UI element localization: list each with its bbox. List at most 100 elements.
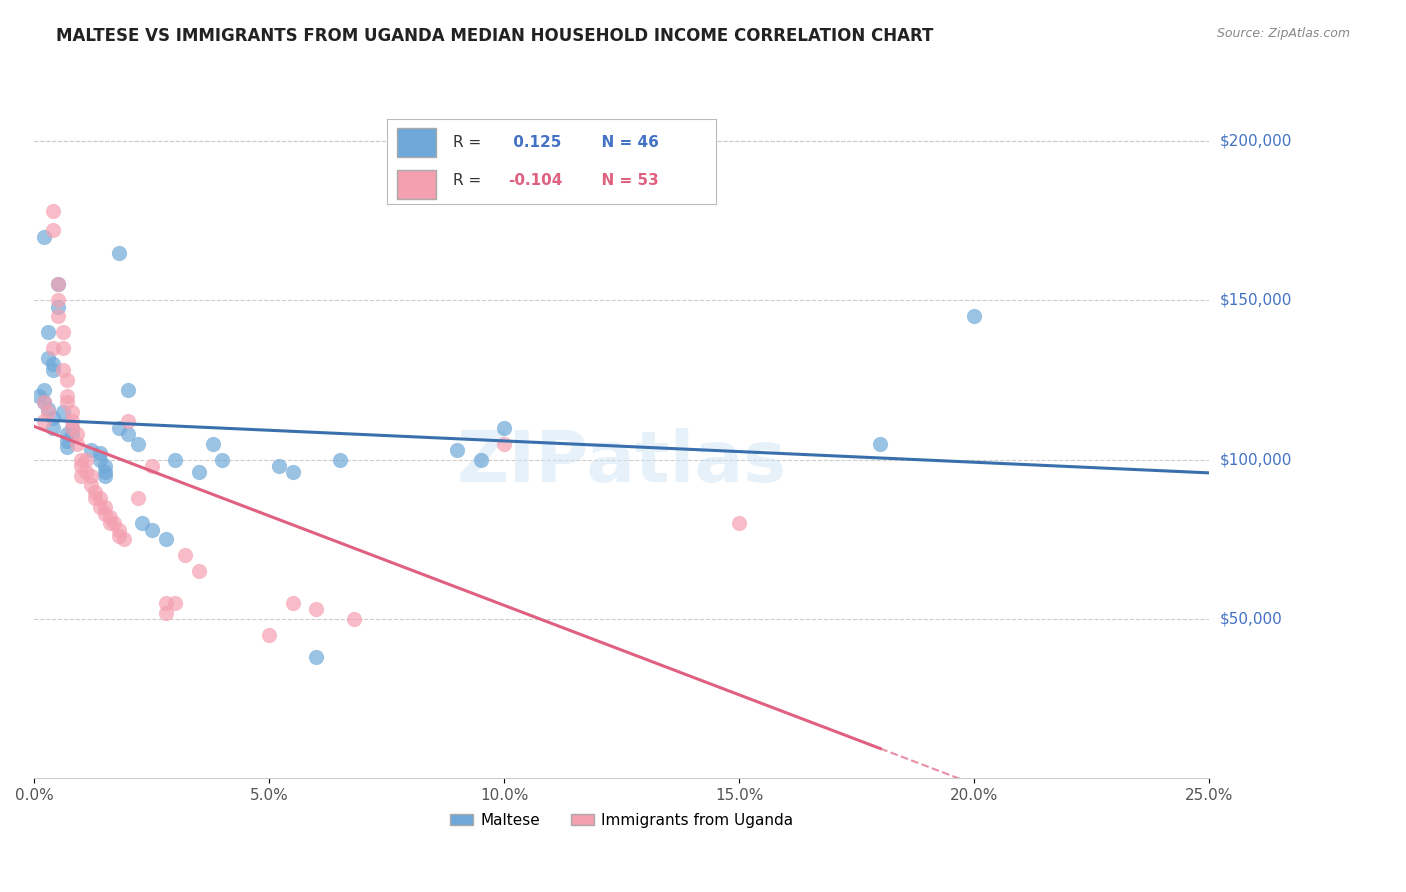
Point xyxy=(75,452,97,467)
Text: $200,000: $200,000 xyxy=(1220,134,1292,149)
Point xyxy=(103,516,125,531)
Point xyxy=(80,468,103,483)
Point xyxy=(56,373,79,387)
Point xyxy=(42,421,65,435)
Point xyxy=(94,468,117,483)
Text: Source: ZipAtlas.com: Source: ZipAtlas.com xyxy=(1216,27,1350,40)
Point xyxy=(117,414,139,428)
Point xyxy=(728,516,751,531)
Point xyxy=(84,484,107,499)
Point xyxy=(131,516,153,531)
Point xyxy=(281,466,304,480)
Point xyxy=(52,326,75,340)
Point xyxy=(80,443,103,458)
Point xyxy=(75,466,97,480)
Point xyxy=(89,452,111,467)
Point xyxy=(42,363,65,377)
Point xyxy=(32,383,55,397)
Point xyxy=(56,434,79,448)
Point xyxy=(108,529,131,543)
Point xyxy=(963,310,986,324)
Point xyxy=(94,466,117,480)
Point xyxy=(37,351,59,365)
Point xyxy=(52,405,75,419)
Point xyxy=(28,389,51,403)
Point xyxy=(94,507,117,521)
Point xyxy=(446,443,468,458)
Point xyxy=(155,596,177,610)
Point xyxy=(112,533,135,547)
Point xyxy=(127,491,149,505)
Point xyxy=(32,414,55,428)
Point xyxy=(56,389,79,403)
Point xyxy=(155,606,177,620)
Point xyxy=(94,500,117,515)
Point xyxy=(869,436,891,450)
Point xyxy=(98,510,121,524)
Point xyxy=(56,427,79,442)
Point xyxy=(165,452,187,467)
Point xyxy=(32,229,55,244)
Text: ZIPatlas: ZIPatlas xyxy=(457,428,787,498)
Point xyxy=(56,440,79,454)
Point xyxy=(98,516,121,531)
Text: $100,000: $100,000 xyxy=(1220,452,1292,467)
Point xyxy=(94,458,117,473)
Point xyxy=(187,466,209,480)
Point xyxy=(60,421,83,435)
Point xyxy=(494,436,516,450)
Point xyxy=(80,478,103,492)
Point xyxy=(66,436,89,450)
Point xyxy=(141,523,163,537)
Point xyxy=(329,452,352,467)
Point xyxy=(127,436,149,450)
Point xyxy=(42,223,65,237)
Text: MALTESE VS IMMIGRANTS FROM UGANDA MEDIAN HOUSEHOLD INCOME CORRELATION CHART: MALTESE VS IMMIGRANTS FROM UGANDA MEDIAN… xyxy=(56,27,934,45)
Point xyxy=(187,564,209,578)
Point xyxy=(70,468,93,483)
Point xyxy=(66,427,89,442)
Point xyxy=(211,452,233,467)
Point xyxy=(46,293,69,308)
Point xyxy=(56,395,79,409)
Point xyxy=(259,628,281,642)
Point xyxy=(60,414,83,428)
Point xyxy=(37,405,59,419)
Point xyxy=(46,277,69,292)
Point xyxy=(42,204,65,219)
Legend: Maltese, Immigrants from Uganda: Maltese, Immigrants from Uganda xyxy=(444,806,800,834)
Point xyxy=(173,548,195,562)
Point xyxy=(89,491,111,505)
Point xyxy=(37,401,59,416)
Point xyxy=(165,596,187,610)
Point xyxy=(141,458,163,473)
Point xyxy=(267,458,290,473)
Point xyxy=(70,458,93,473)
Point xyxy=(117,383,139,397)
Point xyxy=(32,395,55,409)
Point xyxy=(70,452,93,467)
Point xyxy=(305,650,328,665)
Point xyxy=(32,395,55,409)
Point xyxy=(343,612,366,626)
Point xyxy=(494,421,516,435)
Point xyxy=(108,523,131,537)
Point xyxy=(60,405,83,419)
Point xyxy=(201,436,224,450)
Point xyxy=(84,491,107,505)
Point xyxy=(42,357,65,371)
Point xyxy=(52,363,75,377)
Point xyxy=(46,277,69,292)
Point xyxy=(60,421,83,435)
Point xyxy=(155,533,177,547)
Text: $150,000: $150,000 xyxy=(1220,293,1292,308)
Point xyxy=(37,326,59,340)
Point xyxy=(42,411,65,425)
Point xyxy=(46,310,69,324)
Point xyxy=(46,300,69,314)
Point xyxy=(470,452,492,467)
Text: $50,000: $50,000 xyxy=(1220,611,1282,626)
Point xyxy=(305,602,328,616)
Point xyxy=(117,427,139,442)
Point xyxy=(52,341,75,355)
